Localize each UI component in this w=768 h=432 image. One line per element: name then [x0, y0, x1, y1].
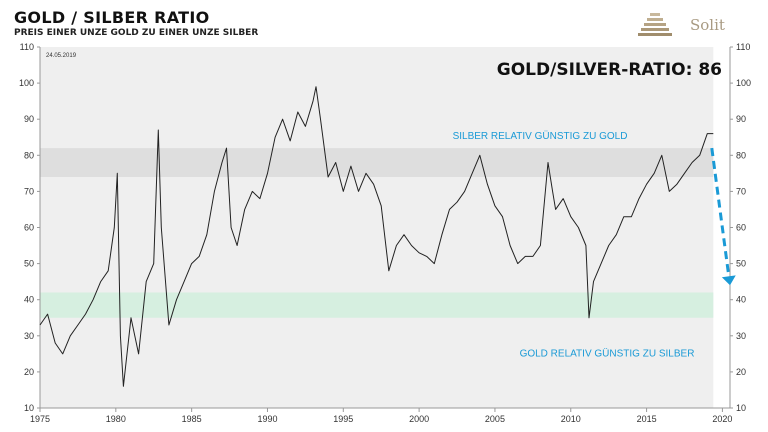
x-tick-label: 2000	[409, 414, 429, 424]
pyramid-bars-icon	[638, 13, 672, 36]
y-tick-label: 110	[20, 42, 34, 52]
plot-background	[40, 47, 714, 408]
y-tick-label: 90	[24, 114, 34, 124]
x-tick-label: 1995	[333, 414, 353, 424]
y-tick-label-right: 50	[736, 259, 746, 269]
x-tick-label: 1980	[106, 414, 126, 424]
headline-ratio: GOLD/SILVER-RATIO: 86	[497, 60, 722, 80]
y-tick-label: 40	[24, 295, 34, 305]
ratio-series-line	[39, 86, 714, 387]
y-tick-label: 70	[24, 186, 34, 196]
upper-band	[40, 148, 714, 177]
y-tick-label-right: 100	[736, 78, 751, 88]
chart-subtitle: PREIS EINER UNZE GOLD ZU EINER UNZE SILB…	[14, 28, 259, 38]
y-tick-label-right: 110	[736, 42, 750, 52]
y-tick-label-right: 80	[736, 150, 746, 160]
forecast-arrow-line	[710, 147, 731, 277]
y-tick-label: 30	[24, 331, 34, 341]
y-tick-label-right: 30	[736, 331, 746, 341]
y-tick-label-right: 70	[736, 186, 746, 196]
lower-band	[40, 292, 714, 318]
date-label: 24.05.2019	[46, 53, 77, 59]
x-tick-label: 2020	[712, 414, 732, 424]
y-tick-label: 50	[24, 259, 34, 269]
y-tick-label-right: 60	[736, 223, 746, 233]
logo-text: Solit	[690, 16, 725, 34]
annotation-upper: SILBER RELATIV GÜNSTIG ZU GOLD	[453, 130, 628, 142]
x-tick-label: 1985	[182, 414, 202, 424]
chart-title: GOLD / SILBER RATIO	[14, 8, 210, 27]
y-tick-label: 10	[24, 403, 34, 413]
y-tick-label: 80	[24, 150, 34, 160]
forecast-arrow-head	[721, 275, 736, 286]
y-tick-label-right: 20	[736, 367, 746, 377]
y-tick-label: 60	[24, 223, 34, 233]
y-tick-label-right: 10	[736, 403, 746, 413]
y-tick-label-right: 40	[736, 295, 746, 305]
y-tick-label: 100	[19, 78, 34, 88]
x-tick-label: 2010	[561, 414, 581, 424]
annotation-lower: GOLD RELATIV GÜNSTIG ZU SILBER	[520, 347, 695, 359]
x-tick-label: 1990	[257, 414, 277, 424]
y-tick-label-right: 90	[736, 114, 746, 124]
x-tick-label: 2015	[637, 414, 657, 424]
solit-logo	[638, 13, 672, 36]
x-tick-label: 2005	[485, 414, 505, 424]
y-tick-label: 20	[24, 367, 34, 377]
x-tick-label: 1975	[30, 414, 50, 424]
